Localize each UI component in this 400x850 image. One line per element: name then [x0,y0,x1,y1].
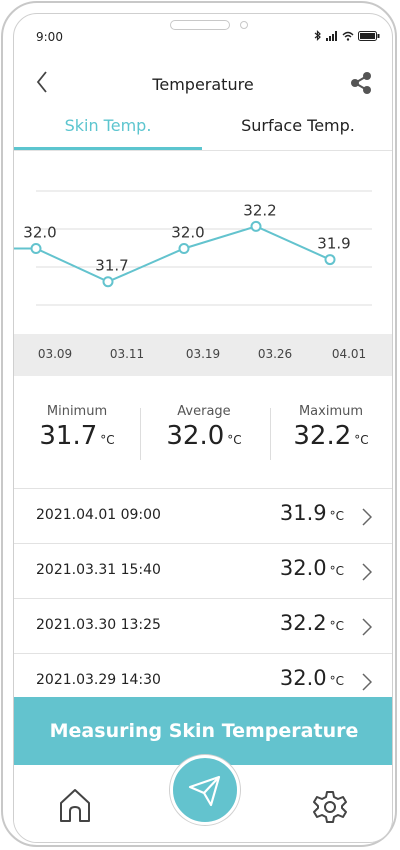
record-unit: °C [329,564,344,578]
record-value-wrap: 32.0 °C [280,556,344,580]
header: Temperature [14,59,392,104]
tab-surface-temp[interactable]: Surface Temp. [241,116,355,135]
measure-fab[interactable] [170,755,240,825]
divider [270,408,271,460]
stat-maximum-label: Maximum [298,404,364,419]
stat-minimum-label: Minimum [46,404,108,419]
record-unit: °C [329,674,344,688]
bluetooth-icon [314,30,321,41]
tab-bar: Skin Temp. Surface Temp. [14,106,392,151]
status-icons [314,30,380,41]
chart-x-axis: 03.09 03.11 03.19 03.26 04.01 [14,334,392,376]
data-point [102,276,114,288]
record-datetime: 2021.04.01 09:00 [36,507,161,523]
wifi-icon [342,31,354,41]
measure-button[interactable]: Measuring Skin Temperature [14,697,392,765]
data-point [178,243,190,254]
share-icon[interactable] [350,72,372,94]
data-label: 32.2 [243,201,276,219]
stats-summary: Minimum 31.7 °C Average 32.0 °C Maximum 32… [14,404,392,484]
stat-maximum: Maximum 32.2 °C [268,404,392,451]
back-icon[interactable] [36,71,48,93]
temperature-chart: 32.0 31.7 32.0 32.2 31.9 [14,190,372,306]
chevron-right-icon [362,508,372,526]
camera [240,21,248,29]
stat-maximum-value: 32.2 [293,421,352,451]
data-label: 31.7 [95,257,128,275]
screen: 9:00 Temperature Skin Temp. Su [13,13,393,843]
record-datetime: 2021.03.30 13:25 [36,617,161,633]
record-unit: °C [329,509,344,523]
home-icon[interactable] [58,787,92,823]
record-value: 32.0 [279,666,327,690]
record-row[interactable]: 2021.03.30 13:25 32.2 °C [14,598,392,653]
record-datetime: 2021.03.29 14:30 [36,672,161,688]
chevron-right-icon [362,673,372,691]
record-value-wrap: 32.2 °C [280,611,344,635]
stat-minimum: Minimum 31.7 °C [14,404,140,451]
stat-maximum-value-wrap: 32.2 °C [268,421,392,451]
chevron-right-icon [362,618,372,636]
stat-minimum-unit: °C [100,433,115,447]
data-label: 31.9 [317,235,350,253]
tab-skin-temp[interactable]: Skin Temp. [14,106,202,150]
stat-minimum-value: 31.7 [39,421,98,451]
speaker [170,20,230,30]
stat-average-label: Average [177,404,231,419]
paper-plane-icon [188,775,221,807]
record-value-wrap: 31.9 °C [280,501,344,525]
record-value: 31.9 [279,501,327,525]
gear-icon[interactable] [312,789,348,825]
stat-average-value: 32.0 [166,421,225,451]
stat-average: Average 32.0 °C [141,404,267,451]
record-value: 32.0 [279,556,327,580]
record-row[interactable]: 2021.03.29 14:30 32.0 °C [14,653,392,708]
record-row[interactable]: 2021.04.01 09:00 31.9 °C [14,488,392,543]
x-tick-label: 04.01 [331,347,367,361]
record-unit: °C [329,619,344,633]
record-value: 32.2 [279,611,327,635]
data-label: 32.0 [171,224,204,242]
x-tick-label: 03.19 [185,347,221,361]
data-point [324,254,336,266]
record-datetime: 2021.03.31 15:40 [36,562,161,578]
data-label: 32.0 [23,224,56,242]
chevron-right-icon [362,563,372,581]
status-bar: 9:00 [14,14,392,54]
x-tick-label: 03.09 [37,347,73,361]
stat-minimum-value-wrap: 31.7 °C [14,421,140,451]
stat-maximum-unit: °C [354,433,369,447]
record-row[interactable]: 2021.03.31 15:40 32.0 °C [14,543,392,598]
record-value-wrap: 32.0 °C [280,666,344,690]
records-list: 2021.04.01 09:00 31.9 °C 2021.03.31 15:40… [14,488,392,708]
divider [140,408,141,460]
data-point [30,243,42,254]
x-tick-label: 03.11 [109,347,145,361]
stat-average-unit: °C [227,433,242,447]
bottom-nav [14,755,392,842]
status-time: 9:00 [36,30,63,44]
x-tick-label: 03.26 [257,347,293,361]
signal-icon [326,30,337,41]
data-point [250,220,262,232]
page-title: Temperature [152,75,254,94]
battery-icon [358,30,380,41]
stat-average-value-wrap: 32.0 °C [141,421,267,451]
